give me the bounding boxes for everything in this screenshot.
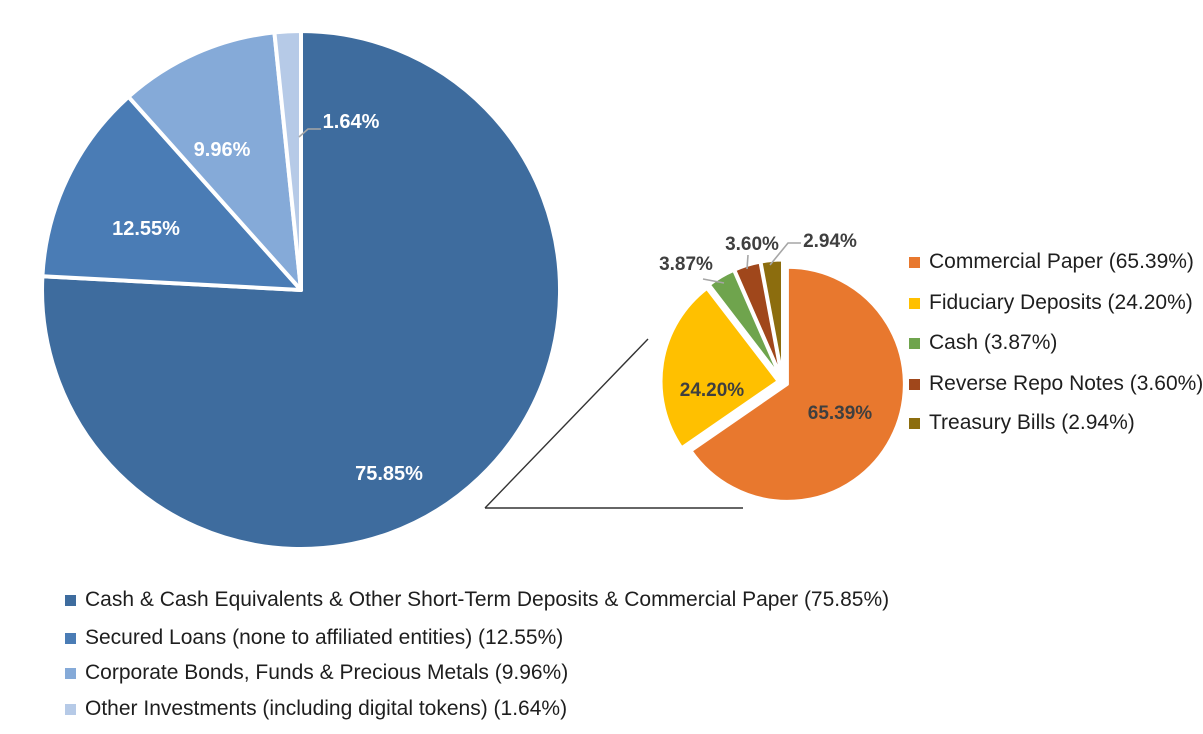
secondary-pie-slice-1 — [659, 286, 780, 450]
secondary-pie-slice-0 — [689, 265, 906, 503]
legend-swatch-other-investments — [65, 703, 76, 715]
legend-label: Fiduciary Deposits (24.20%) — [929, 291, 1193, 314]
leader-line-treasury-bills — [769, 242, 801, 266]
legend-label: Reverse Repo Notes (3.60%) — [929, 372, 1203, 395]
legend-swatch-commercial-paper — [909, 256, 920, 268]
legend-label: Other Investments (including digital tok… — [85, 697, 568, 720]
legend-swatch-reverse-repo-notes — [909, 378, 920, 390]
legend-item-commercial-paper: Commercial Paper (65.39%) — [909, 250, 1194, 274]
legend-swatch-secured-loans — [65, 632, 76, 644]
legend-swatch-corporate-bonds — [65, 667, 76, 679]
leader-line-cash — [702, 278, 725, 284]
legend-swatch-treasury-bills — [909, 417, 920, 429]
legend-label: Secured Loans (none to affiliated entiti… — [85, 626, 564, 649]
legend-item-cash: Cash (3.87%) — [909, 331, 1057, 355]
data-label-main-1: 12.55% — [112, 218, 180, 240]
legend-label: Commercial Paper (65.39%) — [929, 250, 1194, 273]
legend-item-corporate-bonds: Corporate Bonds, Funds & Precious Metals… — [65, 661, 568, 685]
legend-swatch-cash — [909, 337, 920, 349]
legend-swatch-fiduciary-deposits — [909, 297, 920, 309]
leader-line-reverse-repo-notes — [746, 254, 749, 270]
main-pie — [40, 29, 562, 551]
data-label-secondary-0: 65.39% — [808, 403, 873, 424]
legend-label: Corporate Bonds, Funds & Precious Metals… — [85, 661, 569, 684]
secondary-pie-slice-4 — [759, 258, 784, 379]
legend-item-secured-loans: Secured Loans (none to affiliated entiti… — [65, 626, 563, 650]
data-label-secondary-4: 2.94% — [803, 231, 857, 252]
data-label-main-0: 75.85% — [355, 463, 423, 485]
secondary-pie — [659, 258, 906, 503]
data-label-main-2: 9.96% — [194, 139, 251, 161]
legend-item-cash-equivalents: Cash & Cash Equivalents & Other Short-Te… — [65, 588, 889, 612]
main-pie-slice-3 — [272, 29, 303, 292]
data-label-secondary-1: 24.20% — [680, 380, 745, 401]
legend-swatch-cash-equivalents — [65, 594, 76, 606]
legend-item-treasury-bills: Treasury Bills (2.94%) — [909, 411, 1135, 435]
data-label-secondary-3: 3.60% — [725, 234, 779, 255]
legend-label: Cash & Cash Equivalents & Other Short-Te… — [85, 588, 890, 611]
data-label-secondary-2: 3.87% — [659, 254, 713, 275]
data-label-main-3: 1.64% — [323, 111, 380, 133]
legend-item-fiduciary-deposits: Fiduciary Deposits (24.20%) — [909, 291, 1193, 315]
legend-item-other-investments: Other Investments (including digital tok… — [65, 697, 567, 721]
leader-line-other-investments — [298, 128, 321, 138]
connector-line-upper — [484, 338, 649, 509]
main-pie-slice-1 — [40, 94, 303, 292]
legend-item-reverse-repo-notes: Reverse Repo Notes (3.60%) — [909, 372, 1203, 396]
main-pie-slice-2 — [126, 30, 303, 292]
legend-label: Cash (3.87%) — [929, 331, 1058, 354]
legend-label: Treasury Bills (2.94%) — [929, 411, 1135, 434]
